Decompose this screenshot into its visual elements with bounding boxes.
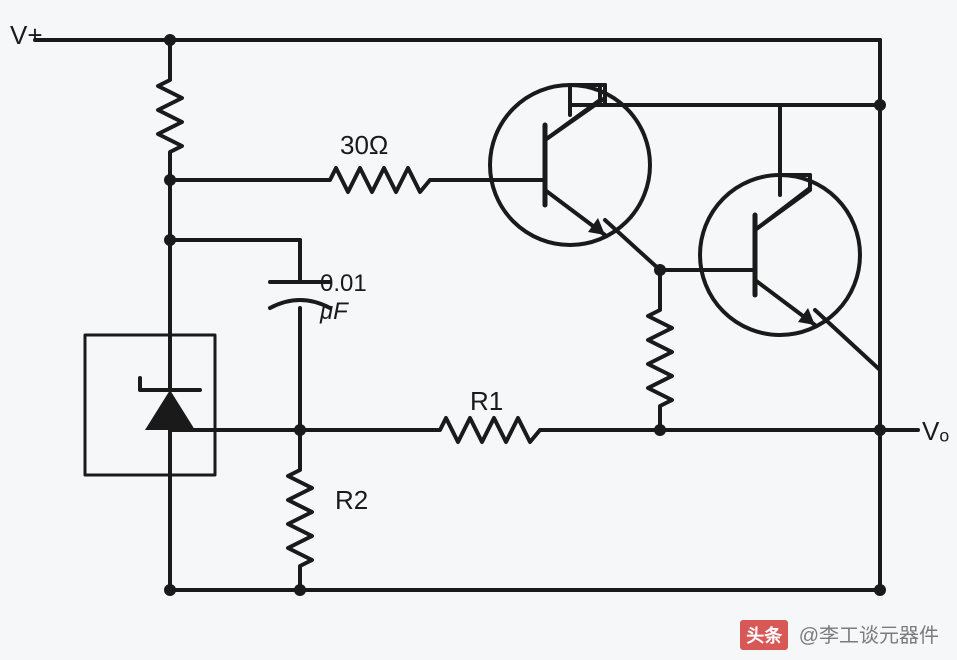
label-r2: R2: [335, 485, 368, 516]
circuit-svg: [0, 0, 957, 660]
label-cap-unit: μF: [320, 298, 348, 326]
label-r30: 30Ω: [340, 130, 388, 161]
watermark-logo: 头条: [740, 620, 788, 650]
label-v-out: Vₒ: [922, 416, 949, 447]
label-v-plus: V+: [10, 20, 43, 51]
watermark: 头条 @李工谈元器件: [740, 619, 939, 650]
watermark-handle: @李工谈元器件: [799, 625, 939, 647]
label-cap-val: 0.01: [320, 270, 367, 298]
circuit-canvas: V+ Vₒ 30Ω 0.01 μF R1 R2 头条 @李工谈元器件: [0, 0, 957, 660]
label-r1: R1: [470, 386, 503, 417]
